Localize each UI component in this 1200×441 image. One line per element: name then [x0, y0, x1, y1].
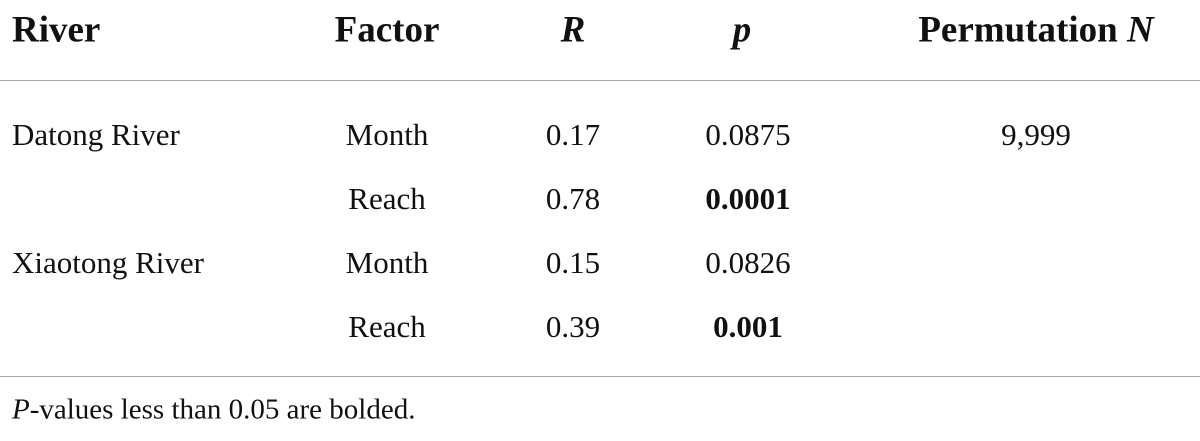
table-cell: 0.0826: [705, 245, 791, 280]
table-cell: Reach: [348, 181, 426, 216]
header-cell: Factor: [334, 9, 440, 51]
footnote-text: P: [12, 393, 30, 426]
header-cell: p: [733, 9, 752, 52]
table-cell: Xiaotong River: [12, 245, 204, 280]
table-cell: 9,999: [1001, 117, 1071, 152]
header-text: R: [560, 9, 586, 51]
header-text: N: [1126, 9, 1154, 51]
table-cell: 0.78: [545, 181, 601, 216]
header-cell: Permutation N: [918, 9, 1153, 52]
header-cell: R: [561, 9, 586, 52]
header-cell: River: [12, 9, 101, 51]
table-cell: Month: [345, 245, 429, 280]
table-cell: 0.0875: [705, 117, 791, 152]
table-cell: 0.001: [713, 309, 783, 344]
table-cell: Month: [345, 117, 429, 152]
bottom-rule: [0, 376, 1200, 377]
table-cell: 0.39: [545, 309, 601, 344]
footnote: P-values less than 0.05 are bolded.: [12, 394, 415, 427]
footnote-text: -values less than 0.05 are bolded.: [29, 393, 416, 426]
table-cell: 0.0001: [705, 181, 791, 216]
table-cell: 0.17: [545, 117, 601, 152]
table-cell: Reach: [348, 309, 426, 344]
table-cell: 0.15: [545, 245, 601, 280]
header-rule: [0, 80, 1200, 81]
table-cell: Datong River: [12, 117, 180, 152]
header-text: Permutation: [918, 9, 1118, 51]
header-text: p: [732, 9, 752, 51]
